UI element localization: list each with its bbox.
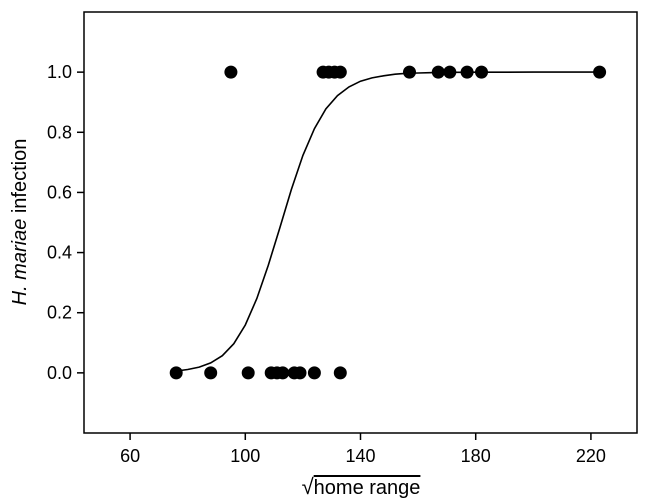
data-point-3 xyxy=(241,366,255,380)
plot-frame xyxy=(83,11,638,434)
data-point-6 xyxy=(276,366,290,380)
data-point-15 xyxy=(333,65,347,79)
y-tick-label-5: 1.0 xyxy=(47,62,72,82)
data-point-17 xyxy=(431,65,445,79)
x-tick-label-220: 220 xyxy=(576,446,606,466)
x-tick-label-60: 60 xyxy=(120,446,140,466)
x-tick-label-140: 140 xyxy=(345,446,375,466)
fit-curve-layer xyxy=(176,71,600,372)
y-tick-label-0: 0.0 xyxy=(47,363,72,383)
y-axis-title: H. mariae infection xyxy=(9,139,31,306)
x-tick-label-100: 100 xyxy=(230,446,260,466)
y-tick-label-2: 0.4 xyxy=(47,243,72,263)
x-axis-title: √home range xyxy=(302,474,421,499)
data-point-11 xyxy=(224,65,238,79)
data-point-16 xyxy=(403,65,416,79)
x-axis-ticks: 60 100 140 180 220 xyxy=(120,433,606,466)
y-tick-label-3: 0.6 xyxy=(47,182,72,202)
data-point-19 xyxy=(460,65,474,79)
data-point-18 xyxy=(443,65,457,79)
y-axis-label-rest: infection xyxy=(9,139,31,219)
x-tick-label-180: 180 xyxy=(461,446,491,466)
y-tick-label-1: 0.2 xyxy=(47,303,72,323)
data-point-1 xyxy=(169,366,183,380)
data-point-21 xyxy=(593,65,607,79)
x-axis-sqrt-symbol: √ xyxy=(302,474,315,499)
y-axis-label-italic: H. mariae xyxy=(9,219,31,306)
data-point-10 xyxy=(333,366,347,380)
data-point-20 xyxy=(475,65,488,79)
y-tick-label-4: 0.8 xyxy=(47,122,72,142)
data-point-9 xyxy=(307,366,321,380)
data-point-2 xyxy=(204,366,218,380)
y-axis-ticks: 0.0 0.2 0.4 0.6 0.8 1.0 xyxy=(47,62,84,383)
fit-curve xyxy=(176,71,600,372)
data-point-8 xyxy=(293,366,307,380)
x-axis-label-text: home range xyxy=(314,477,421,499)
data-points-layer xyxy=(169,65,607,380)
